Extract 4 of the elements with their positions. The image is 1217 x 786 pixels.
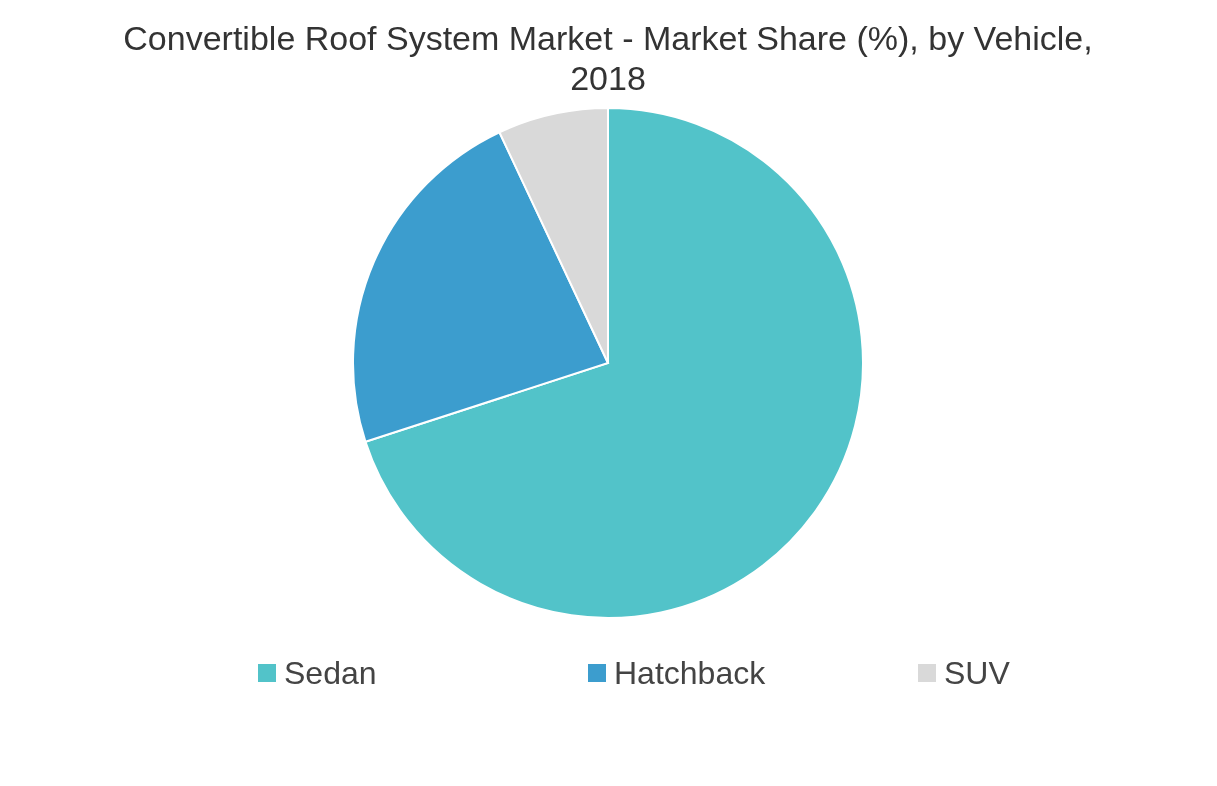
chart-title: Convertible Roof System Market - Market Share (%), by Vehicle, 2018 xyxy=(123,19,1093,97)
legend-label: SUV xyxy=(944,655,1011,691)
legend-label: Sedan xyxy=(284,655,377,691)
legend-label: Hatchback xyxy=(614,655,767,691)
